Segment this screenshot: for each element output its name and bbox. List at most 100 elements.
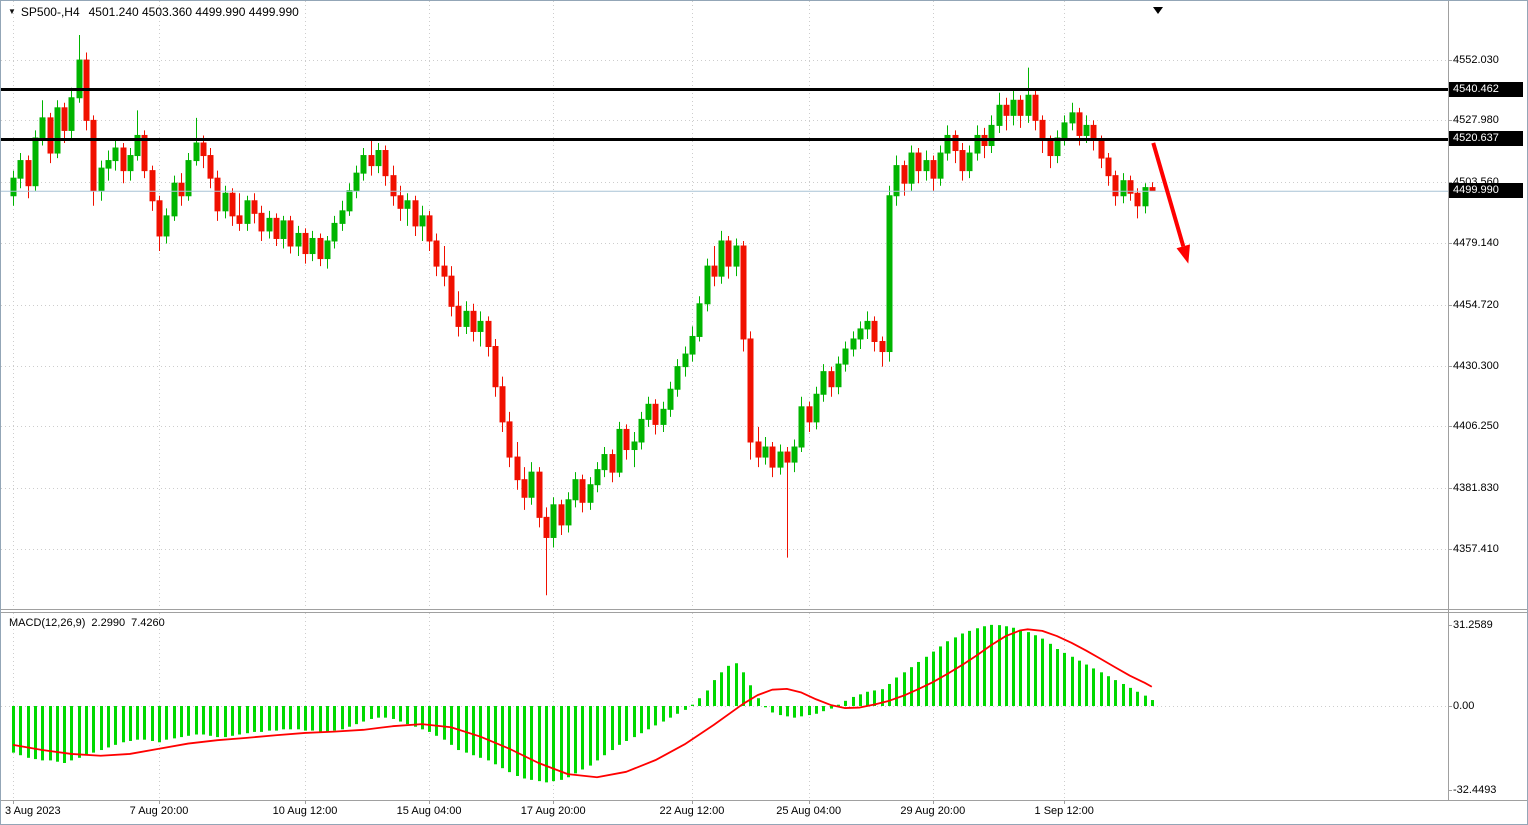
candle-body	[609, 454, 616, 473]
candle-body	[820, 371, 827, 395]
candle-body	[346, 190, 353, 212]
macd-signal-line[interactable]	[12, 628, 1153, 779]
candle-body	[397, 195, 404, 209]
time-axis-label: 17 Aug 20:00	[520, 805, 586, 817]
macd-signal-value: 7.4260	[131, 617, 165, 629]
candle-body	[747, 338, 754, 443]
candle-body	[185, 160, 192, 197]
candle-body	[572, 479, 579, 501]
candle-body	[25, 160, 32, 187]
time-axis-label: 7 Aug 20:00	[129, 805, 189, 817]
candle-body	[828, 371, 835, 388]
candle-body	[149, 170, 156, 202]
candle-body	[287, 220, 294, 247]
candle-body	[536, 471, 543, 518]
candle-body	[309, 237, 316, 255]
candle-body	[550, 504, 557, 538]
candle-body	[674, 366, 681, 390]
candle-body	[667, 388, 674, 410]
candle-body	[331, 222, 338, 242]
macd-main-value: 2.2990	[91, 617, 126, 629]
macd-axis-label: 0.00	[1453, 700, 1475, 712]
candle-body	[463, 310, 470, 327]
candle-body	[682, 353, 689, 368]
candle-body	[974, 134, 981, 154]
candle-body	[915, 152, 922, 172]
macd-indicator-label: MACD(12,26,9) 2.2990 7.4260	[9, 617, 171, 629]
candle-body	[623, 428, 630, 451]
candle-body	[141, 134, 148, 172]
candle-body	[769, 446, 776, 468]
candle-body	[1149, 187, 1156, 192]
price-line-badge: 4520.637	[1449, 131, 1523, 147]
macd-histogram[interactable]	[12, 624, 1154, 783]
candle-body	[944, 134, 951, 154]
candle-body	[441, 265, 448, 277]
candle-body	[601, 454, 608, 471]
candle-body	[229, 192, 236, 217]
candle-body	[959, 150, 966, 172]
candle-body	[273, 217, 280, 239]
candle-body	[17, 160, 24, 179]
chart-title-bar: ▼ SP500-,H4 4501.240 4503.360 4499.990 4…	[8, 5, 299, 19]
candle-body	[652, 403, 659, 425]
candle-body	[32, 137, 39, 187]
collapse-arrow-icon[interactable]: ▼	[8, 7, 16, 16]
candle-body	[762, 446, 769, 458]
candle-body	[127, 155, 134, 172]
candle-body	[47, 117, 54, 154]
candle-body	[704, 265, 711, 305]
panel-borders	[1, 1, 1527, 804]
last-bar-marker-icon[interactable]	[1153, 7, 1163, 14]
candle-body	[1127, 180, 1134, 194]
candle-body	[645, 403, 652, 420]
candle-body	[864, 320, 871, 330]
candle-body	[587, 484, 594, 503]
symbol-period-label: SP500-,H4	[20, 5, 80, 19]
candle-body	[426, 215, 433, 242]
candle-body	[1134, 192, 1141, 207]
candle-body	[631, 441, 638, 451]
candle-body	[404, 200, 411, 209]
candle-body	[477, 320, 484, 332]
time-axis-label: 1 Sep 12:00	[1034, 805, 1094, 817]
candle-body	[68, 97, 75, 131]
candle-body	[1032, 94, 1039, 121]
ohlc-values-label: 4501.240 4503.360 4499.990 4499.990	[88, 5, 299, 19]
candle-body	[368, 155, 375, 167]
candle-body	[448, 275, 455, 307]
candle-body	[850, 338, 857, 350]
candle-body	[1047, 139, 1054, 157]
candle-body	[39, 117, 46, 139]
candle-body	[1017, 99, 1024, 116]
candle-body	[514, 456, 521, 481]
candle-body	[1112, 175, 1119, 197]
time-axis-label: 15 Aug 04:00	[396, 805, 462, 817]
candle-body	[375, 150, 382, 167]
candle-body	[966, 152, 973, 172]
candle-body	[594, 469, 601, 486]
candle-body	[120, 147, 127, 172]
candle-body	[499, 386, 506, 423]
candle-body	[317, 237, 324, 260]
candle-body	[295, 232, 302, 247]
candle-body	[718, 240, 725, 277]
price-line-badge: 4540.462	[1449, 81, 1523, 97]
candle-body	[1098, 139, 1105, 159]
current-price-badge: 4499.990	[1449, 183, 1523, 199]
trend-arrow[interactable]	[1151, 142, 1190, 264]
candle-body	[725, 240, 732, 267]
candle-body	[433, 240, 440, 267]
candle-body	[360, 155, 367, 174]
candlestick-series[interactable]	[10, 34, 1156, 596]
candle-body	[689, 335, 696, 355]
candle-body	[1025, 94, 1032, 116]
time-axis-label: 3 Aug 2023	[5, 805, 61, 817]
candle-body	[521, 479, 528, 498]
candle-body	[280, 220, 287, 239]
candle-body	[616, 428, 623, 473]
candle-body	[156, 200, 163, 237]
candle-body	[163, 215, 170, 237]
